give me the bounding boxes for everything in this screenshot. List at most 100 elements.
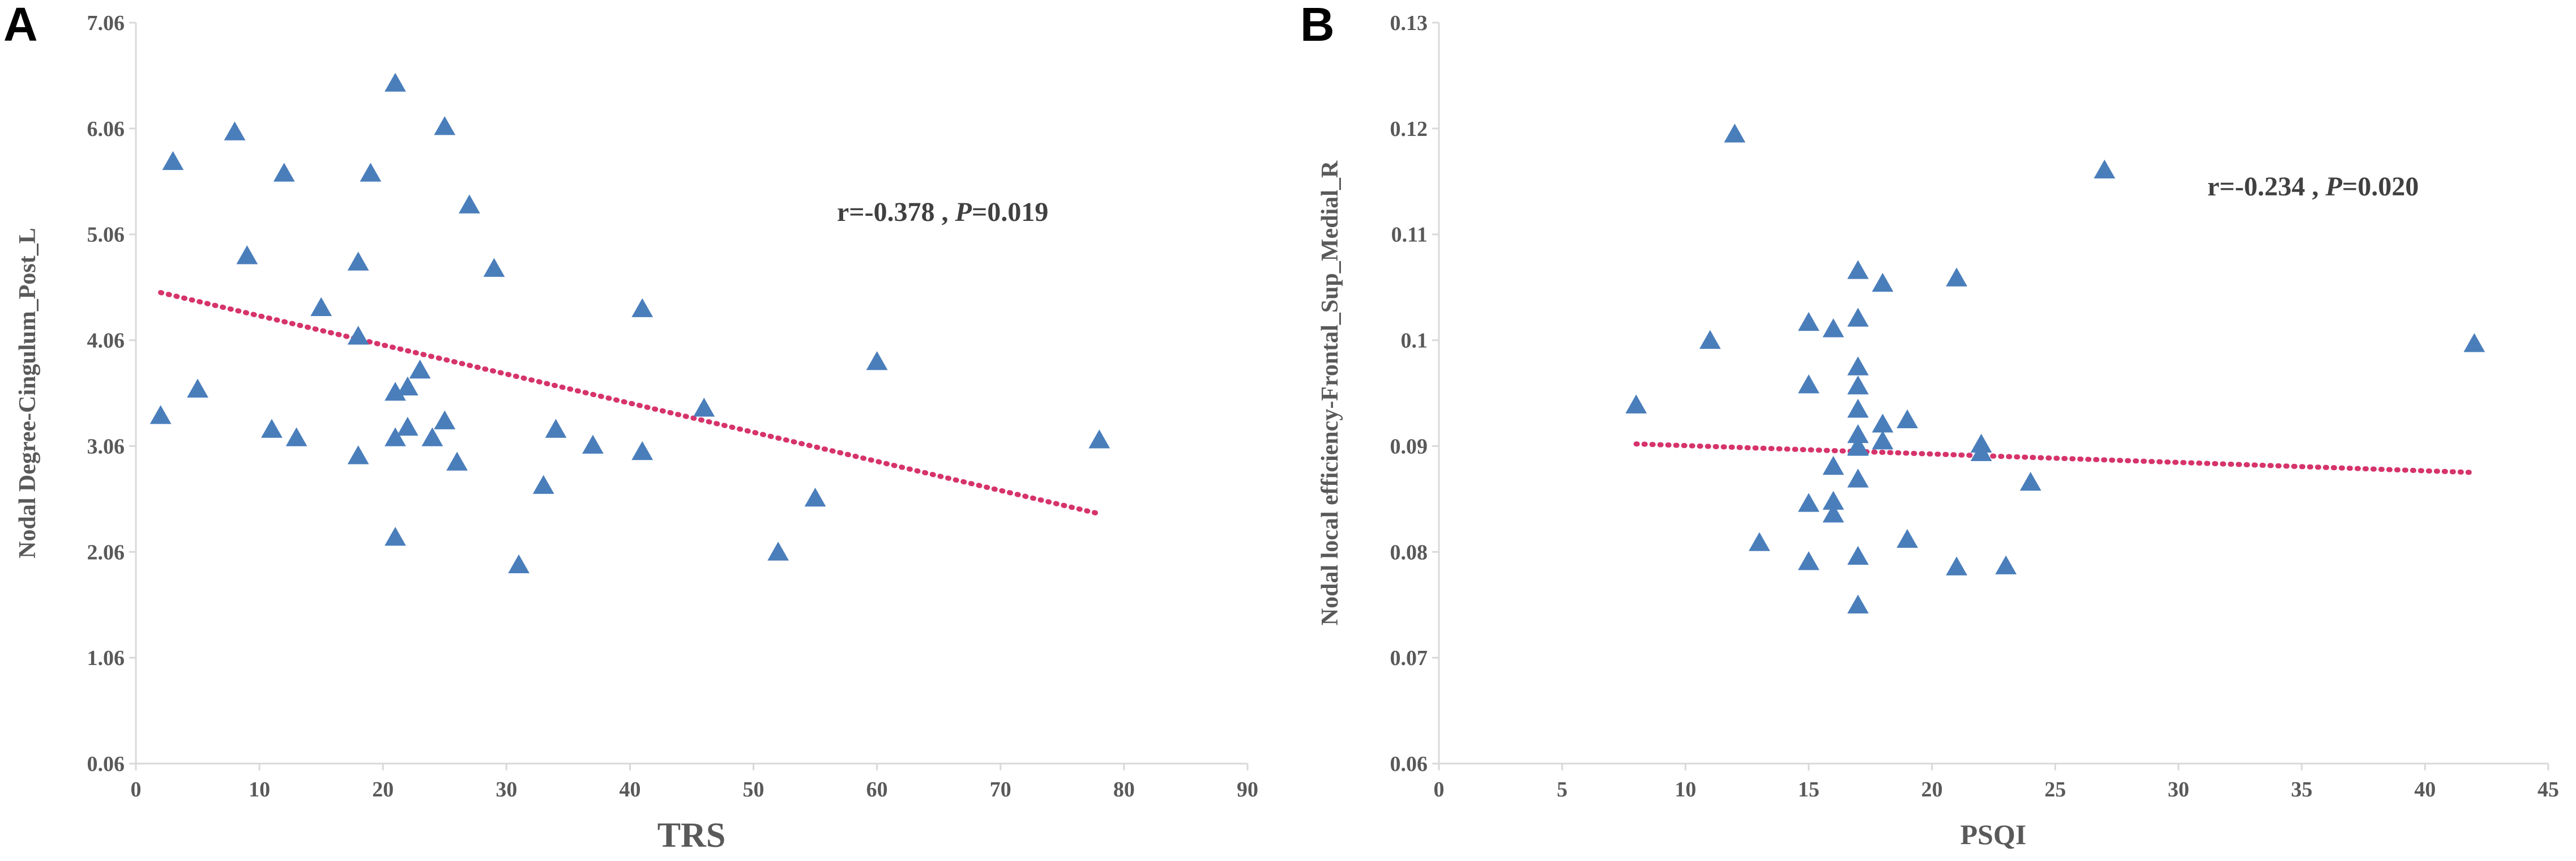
panel-b-data-point — [2094, 159, 2116, 179]
panel-a-data-point — [224, 121, 246, 140]
panel-b: B Nodal local efficiency-Frontal_Sup_Med… — [1300, 0, 2559, 850]
panel-b-trendline — [1633, 441, 2477, 475]
panel-a-data-point — [483, 258, 505, 277]
panel-a-r-value: r=-0.378 , — [837, 197, 955, 227]
panel-b-data-point — [1625, 394, 1647, 414]
panel-a-data-point — [187, 378, 208, 398]
panel-b-data-point — [1847, 436, 1869, 455]
panel-b-data-point — [1822, 455, 1844, 475]
panel-a-p-symbol: P — [955, 197, 972, 227]
panel-a-data-point — [347, 252, 369, 271]
panel-b-data-point — [1847, 260, 1869, 279]
panel-b-data-point — [1995, 555, 2017, 574]
panel-b-y-tick-label: 0.12 — [1390, 117, 1428, 141]
panel-b-y-tick-label: 0.1 — [1401, 329, 1428, 353]
panel-b-data-point — [1798, 551, 1819, 570]
panel-b-x-tick-label: 35 — [2291, 778, 2313, 802]
panel-a-y-tick-label: 7.06 — [87, 11, 125, 35]
panel-a-data-point — [693, 398, 715, 417]
panel-b-y-tick-label: 0.08 — [1390, 540, 1428, 564]
panel-a-data-point — [385, 382, 406, 401]
panel-b-x-tick-label: 40 — [2414, 778, 2436, 802]
panel-b-data-point — [1699, 330, 1721, 349]
panel-b-y-tick-label: 0.07 — [1390, 646, 1428, 670]
panel-b-x-tick-label: 30 — [2168, 778, 2189, 802]
panel-b-data-point — [1798, 312, 1819, 331]
panel-b-data-point — [2019, 471, 2041, 491]
panel-b-x-tick-label: 5 — [1557, 778, 1567, 802]
panel-b-x-tick-label: 20 — [1921, 778, 1943, 802]
panel-b-r-value: r=-0.234 , — [2207, 172, 2326, 202]
panel-a-data-point — [866, 351, 888, 370]
panel-a-x-tick-label: 50 — [743, 778, 764, 802]
panel-a-y-tick-label: 2.06 — [87, 540, 125, 564]
panel-a-data-point — [385, 73, 406, 92]
panel-a-x-tick-label: 10 — [249, 778, 270, 802]
panel-a-x-tick-label: 90 — [1237, 778, 1258, 802]
panel-b-data-point — [1896, 409, 1919, 429]
panel-a-x-tick-label: 70 — [990, 778, 1011, 802]
panel-a-data-point — [1088, 429, 1110, 449]
panel-b-correlation-annotation: r=-0.234 , P=0.020 — [2207, 172, 2419, 202]
panel-a-data-point — [149, 405, 172, 424]
panel-a-x-tick-label: 20 — [372, 778, 394, 802]
panel-b-data-point — [1798, 493, 1819, 512]
panel-a-y-axis-label: Nodal Degree-Cingulum_Post_L — [15, 228, 41, 559]
panel-b-data-point — [1872, 430, 1894, 450]
panel-b-data-point — [1847, 308, 1869, 327]
panel-a-data-point — [545, 419, 567, 438]
panel-b-x-axis-label: PSQI — [1960, 819, 2027, 850]
panel-a-data-point — [360, 163, 382, 182]
panel-a-data-point — [532, 475, 554, 494]
panel-a-data-point — [347, 326, 369, 345]
panel-a-data-point — [236, 245, 258, 265]
panel-b-data-point — [1749, 532, 1770, 551]
panel-b-x-tick-label: 0 — [1434, 778, 1445, 802]
panel-b-letter: B — [1300, 0, 1335, 51]
panel-a-data-point — [582, 434, 604, 454]
panel-a-data-point — [434, 410, 456, 429]
panel-b-data-point — [1872, 272, 1894, 292]
panel-b-data-point — [1798, 374, 1819, 394]
panel-a-data-point — [347, 445, 369, 464]
panel-a-data-point — [631, 298, 653, 317]
panel-a-data-point — [409, 359, 431, 379]
panel-a-letter: A — [3, 0, 38, 51]
panel-a-data-point — [285, 427, 307, 446]
panel-a-x-tick-label: 60 — [866, 778, 888, 802]
panel-a-data-point — [273, 163, 295, 182]
panel-a: A Nodal Degree-Cingulum_Post_L TRS r=-0.… — [3, 0, 1258, 855]
panel-a-y-tick-label: 4.06 — [87, 329, 125, 353]
panel-a-data-point — [804, 487, 826, 507]
panel-a-y-tick-label: 6.06 — [87, 117, 125, 141]
panel-b-data-point — [1847, 375, 1869, 395]
panel-b-data-point — [1847, 545, 1869, 565]
panel-a-data-point — [396, 416, 418, 436]
panel-a-data-point — [446, 451, 468, 471]
panel-a-y-tick-label: 5.06 — [87, 223, 125, 247]
panel-b-x-tick-label: 10 — [1674, 778, 1696, 802]
panel-b-data-point — [1970, 442, 1992, 461]
panel-b-data-point — [1822, 318, 1844, 338]
panel-a-p-value: =0.019 — [972, 197, 1048, 227]
panel-b-data-point — [1822, 504, 1844, 523]
panel-b-x-tick-label: 15 — [1798, 778, 1819, 802]
panel-a-correlation-annotation: r=-0.378 , P=0.019 — [837, 197, 1048, 227]
panel-b-y-axis-label: Nodal local efficiency-Frontal_Sup_Media… — [1317, 160, 1343, 625]
panel-a-x-tick-label: 0 — [131, 778, 142, 802]
panel-b-data-point — [1872, 414, 1894, 433]
panel-a-y-tick-label: 0.06 — [87, 752, 125, 776]
panel-a-x-tick-label: 30 — [495, 778, 517, 802]
panel-a-y-tick-label: 3.06 — [87, 434, 125, 458]
panel-b-data-point — [1847, 356, 1869, 376]
panel-b-data-point — [1847, 468, 1869, 488]
panel-a-data-point — [385, 527, 406, 546]
panel-b-x-tick-label: 25 — [2044, 778, 2066, 802]
panel-a-data-point — [162, 151, 184, 171]
panel-a-y-tick-label: 1.06 — [87, 646, 125, 670]
panel-b-data-point — [1724, 123, 1746, 143]
panel-b-x-tick-label: 45 — [2537, 778, 2559, 802]
panel-b-y-tick-label: 0.13 — [1390, 11, 1428, 35]
panel-b-data-point — [1847, 399, 1869, 418]
